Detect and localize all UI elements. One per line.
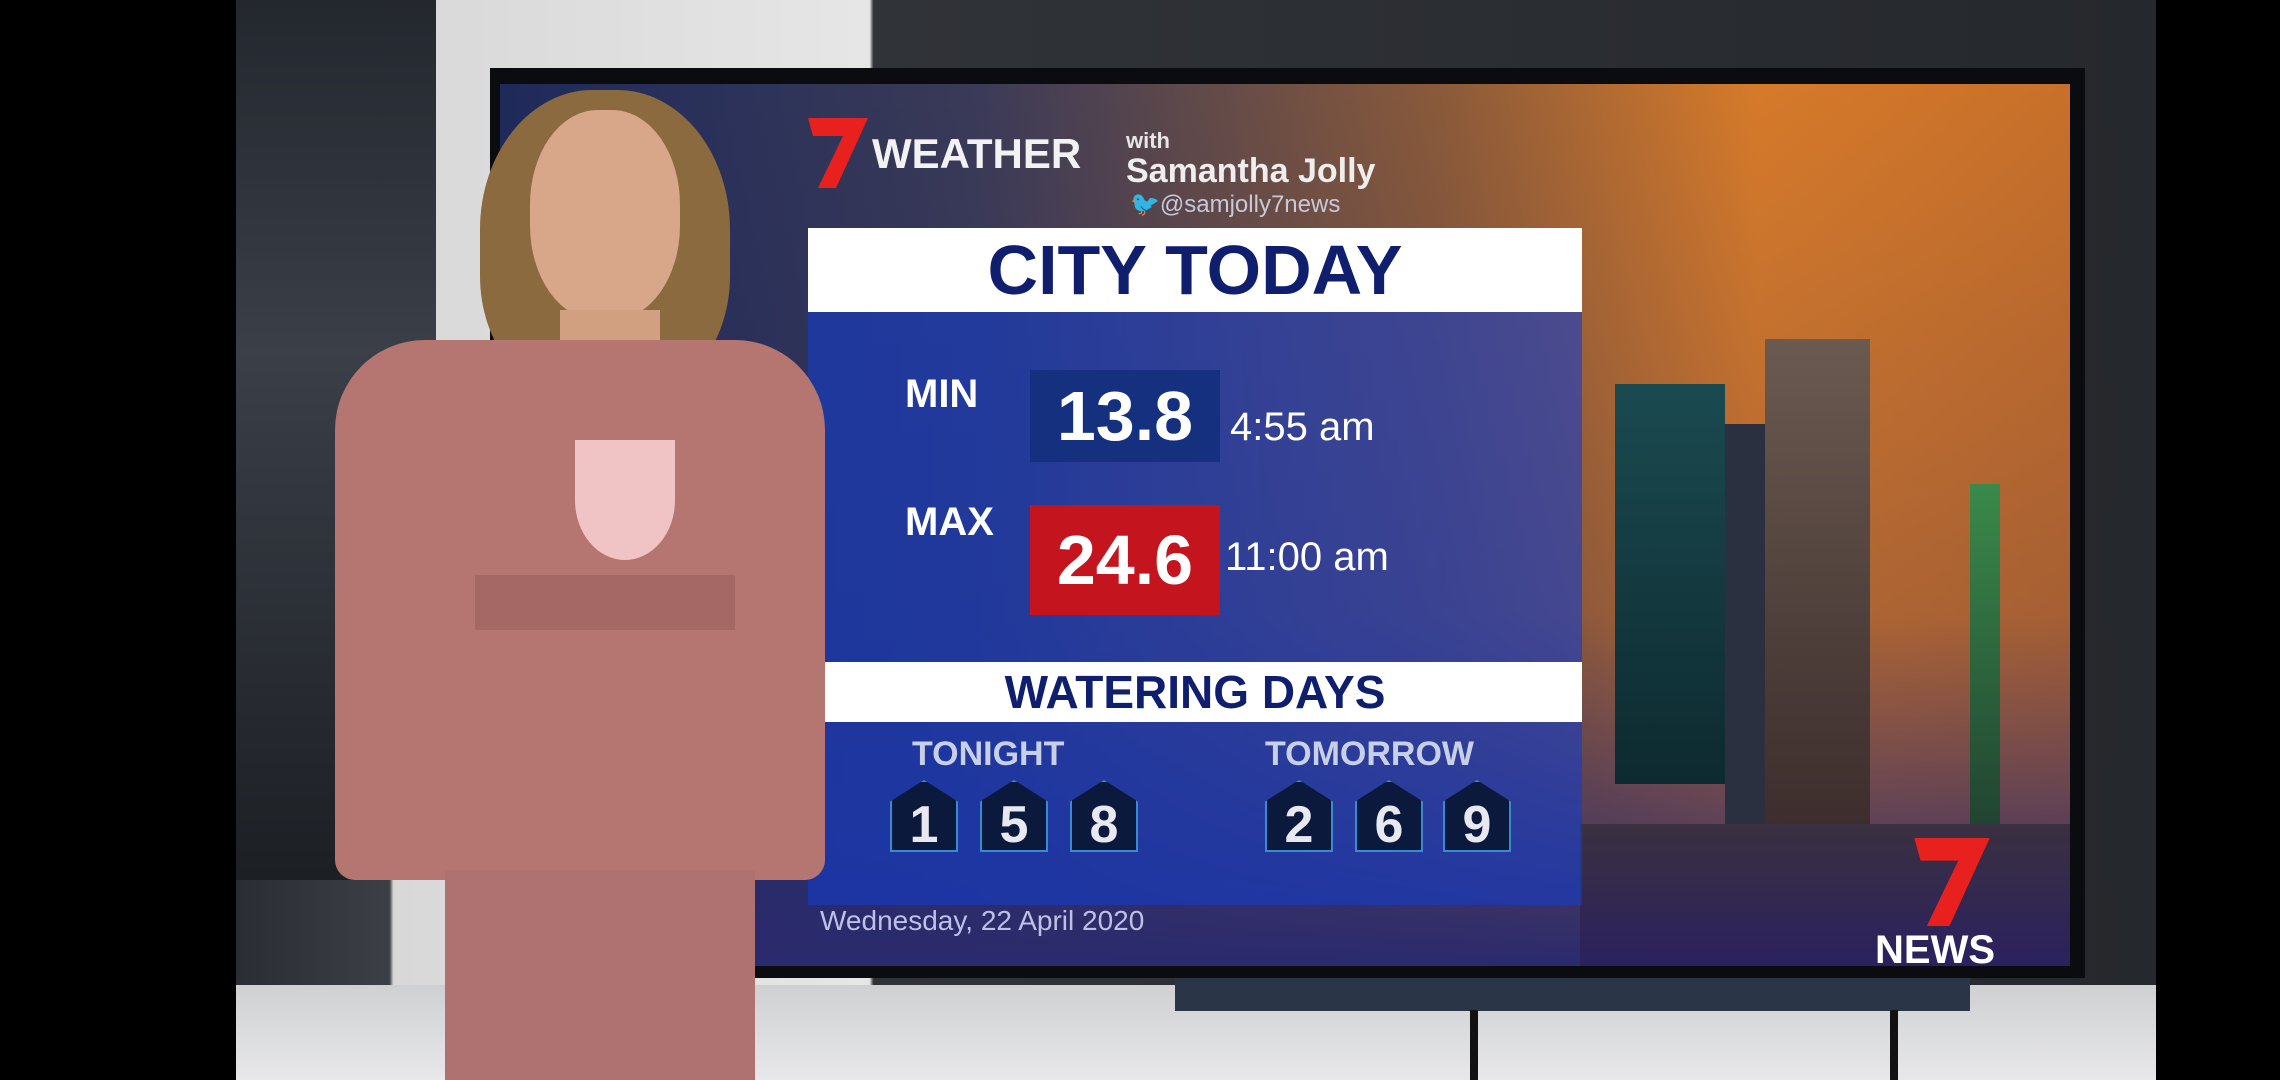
tonight-label: TONIGHT [912,735,1065,773]
handle-text: @samjolly7news [1159,191,1341,218]
presenter-trousers [445,870,755,1080]
min-time: 4:55 am [1230,405,1375,449]
building [1615,384,1725,784]
twitter-bird-icon: 🐦 [1130,191,1160,218]
max-value: 24.6 [1030,505,1220,615]
max-time: 11:00 am [1225,535,1389,579]
min-label: MIN [905,372,979,416]
tower [1970,484,2000,844]
broadcast-date: Wednesday, 22 April 2020 [820,905,1145,936]
tv-stand [1175,975,1970,1011]
presenter-face [530,110,680,320]
min-value: 13.8 [1030,370,1220,462]
max-label: MAX [905,500,994,544]
seven-logo [808,118,868,188]
tomorrow-label: TOMORROW [1265,735,1475,773]
tv-stand-leg [1890,1010,1898,1080]
presenter-belt [475,575,735,630]
tv-stand-leg [1470,1010,1478,1080]
waterfront [1580,824,2070,966]
building [1765,339,1870,859]
weather-title: WEATHER [872,130,1082,177]
watering-day-house: 2 [1265,780,1333,852]
channel-logo-text: NEWS [1875,928,1995,972]
presenter-name: Samantha Jolly [1126,152,1376,190]
twitter-handle: 🐦@samjolly7news [1130,190,1340,219]
building [1725,424,1765,854]
watering-days-heading: WATERING DAYS [808,662,1582,722]
seven-news-logo [1914,838,1990,926]
with-label: with [1126,128,1170,153]
presenter-top [575,440,675,560]
city-today-heading: CITY TODAY [808,228,1582,312]
watering-day-house: 5 [980,780,1048,852]
